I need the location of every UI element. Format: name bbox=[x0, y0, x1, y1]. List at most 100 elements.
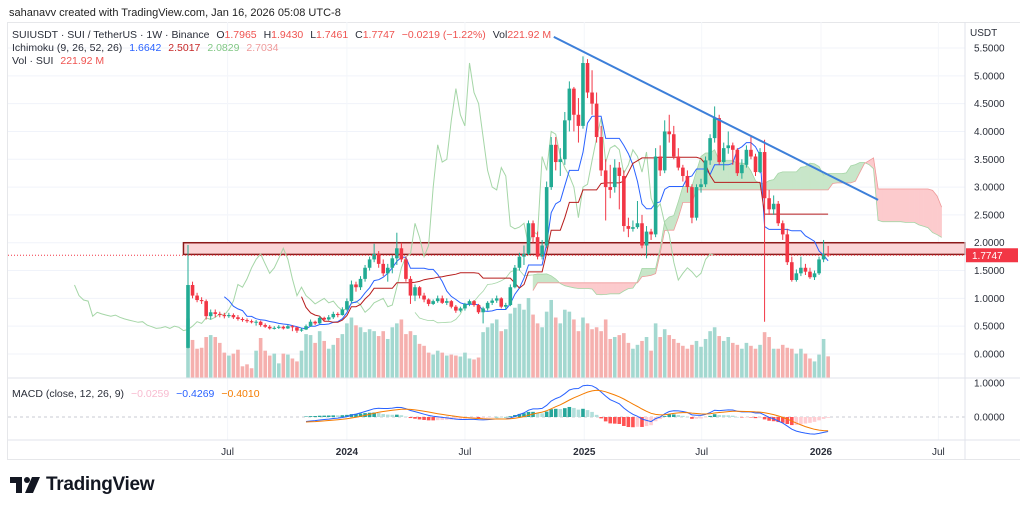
candle-body bbox=[576, 114, 581, 126]
candle-body bbox=[267, 326, 272, 329]
macd-histogram-bar bbox=[304, 416, 308, 417]
volume-bar bbox=[249, 368, 254, 378]
volume-bar bbox=[195, 348, 199, 378]
cloud-segment bbox=[668, 215, 675, 231]
macd-histogram-bar bbox=[726, 415, 731, 417]
cloud-segment bbox=[646, 268, 652, 277]
candle-body bbox=[476, 305, 481, 313]
trendline bbox=[553, 35, 879, 201]
candle-body bbox=[299, 329, 304, 331]
candle-body bbox=[440, 298, 445, 303]
ichimoku-span-b-line bbox=[532, 157, 942, 291]
macd-histogram-bar bbox=[667, 414, 672, 417]
macd-legend[interactable]: MACD (close, 12, 26, 9) −0.0259 −0.4269 … bbox=[12, 388, 264, 400]
candle-body bbox=[485, 302, 490, 309]
ichimoku-conversion-line bbox=[223, 115, 829, 330]
cloud-segment bbox=[886, 188, 892, 222]
macd-histogram-bar bbox=[494, 416, 499, 418]
macd-pane bbox=[8, 384, 965, 435]
volume-bar bbox=[494, 319, 499, 378]
macd-histogram-bar bbox=[753, 417, 758, 419]
cloud-segment bbox=[877, 188, 883, 223]
cloud-segment bbox=[682, 186, 688, 203]
candle-body bbox=[254, 321, 258, 323]
volume-bar bbox=[744, 342, 749, 378]
candle-body bbox=[776, 203, 780, 224]
macd-histogram-bar bbox=[408, 417, 413, 419]
volume-bar bbox=[317, 331, 322, 378]
ichimoku-legend[interactable]: Ichimoku (9, 26, 52, 26) 1.6642 2.5017 2… bbox=[12, 42, 283, 54]
volume-bar bbox=[540, 327, 544, 378]
cloud-segment bbox=[550, 275, 556, 284]
volume-bar bbox=[454, 355, 458, 378]
price-tick-label: 5.0000 bbox=[974, 71, 1005, 82]
cloud-segment bbox=[791, 171, 797, 191]
volume-bar bbox=[667, 335, 672, 378]
cloud-segment bbox=[900, 188, 906, 223]
volume-bar bbox=[363, 332, 367, 378]
macd-histogram-bar bbox=[780, 417, 785, 423]
volume-bar bbox=[490, 323, 494, 378]
candle-body bbox=[522, 253, 526, 257]
macd-histogram-bar bbox=[694, 417, 699, 419]
volume-bar bbox=[435, 350, 440, 378]
candle-body bbox=[631, 227, 635, 229]
candle-body bbox=[336, 313, 340, 316]
volume-bar bbox=[417, 343, 422, 378]
macd-histogram-bar bbox=[404, 416, 408, 418]
candle-body bbox=[685, 175, 690, 188]
candle-body bbox=[358, 278, 363, 288]
candle-body bbox=[240, 318, 245, 321]
volume-bar bbox=[190, 339, 195, 378]
volume-bar bbox=[708, 331, 712, 378]
candle-body bbox=[826, 254, 830, 256]
cloud-segment bbox=[882, 188, 888, 222]
volume-legend[interactable]: Vol · SUI 221.92 M bbox=[12, 55, 108, 67]
volume-bar bbox=[358, 327, 363, 378]
macd-histogram-bar bbox=[803, 417, 808, 424]
macd-histogram-bar bbox=[476, 417, 481, 419]
volume-bar bbox=[463, 352, 467, 378]
macd-histogram-bar bbox=[567, 406, 572, 417]
candle-body bbox=[404, 259, 408, 279]
candle-body bbox=[354, 284, 358, 288]
macd-tick-label: 0.0000 bbox=[974, 413, 1005, 424]
volume-bar bbox=[504, 329, 508, 378]
macd-histogram-bar bbox=[308, 416, 313, 417]
volume-bar bbox=[413, 335, 417, 378]
candle-body bbox=[467, 301, 472, 304]
candle-body bbox=[780, 223, 785, 235]
candle-body bbox=[408, 278, 413, 296]
currency-label[interactable]: USDT bbox=[970, 28, 998, 39]
macd-histogram-bar bbox=[676, 415, 681, 417]
ichimoku-span-a-line bbox=[414, 149, 942, 324]
cloud-segment bbox=[532, 273, 538, 292]
symbol-title[interactable]: SUIUSDT · SUI / TetherUS · 1W · Binance bbox=[12, 29, 210, 41]
macd-histogram-bar bbox=[417, 417, 422, 420]
open-value: 1.7965 bbox=[224, 29, 257, 41]
macd-histogram-bar bbox=[640, 417, 644, 427]
volume-bar bbox=[635, 344, 640, 378]
candle-body bbox=[422, 295, 426, 300]
ichimoku-base-line bbox=[301, 156, 829, 323]
macd-histogram-bar bbox=[490, 417, 494, 418]
macd-histogram-value: −0.0259 bbox=[130, 388, 170, 400]
macd-histogram-bar bbox=[345, 414, 349, 417]
high-label: H bbox=[263, 29, 272, 41]
volume-bar bbox=[467, 358, 472, 378]
candle-body bbox=[381, 263, 386, 274]
volume-bar bbox=[771, 348, 776, 378]
time-tick-label: 2024 bbox=[336, 447, 359, 458]
volume-bar bbox=[603, 319, 608, 378]
cloud-segment bbox=[914, 188, 920, 226]
volume-bar bbox=[313, 342, 317, 378]
candle-body bbox=[331, 313, 336, 318]
volume-bar bbox=[717, 336, 721, 378]
volume-bar bbox=[558, 323, 563, 378]
candle-body bbox=[322, 317, 326, 320]
cloud-segment bbox=[768, 179, 774, 191]
cloud-segment bbox=[855, 162, 861, 182]
macd-histogram-bar bbox=[762, 417, 767, 420]
macd-histogram-bar bbox=[758, 417, 762, 418]
